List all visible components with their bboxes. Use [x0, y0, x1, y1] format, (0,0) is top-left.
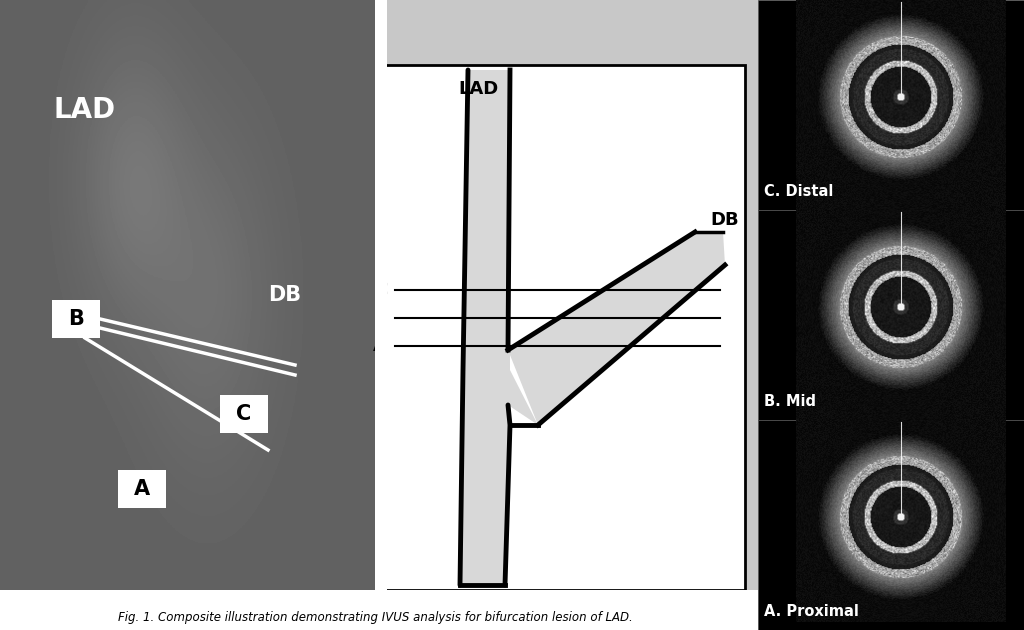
Polygon shape [508, 350, 538, 425]
Text: A: A [134, 479, 151, 499]
Text: LAD: LAD [459, 80, 499, 98]
Bar [758, 210, 1024, 420]
Text: Fig. 1. Composite illustration demonstrating IVUS analysis for bifurcation lesio: Fig. 1. Composite illustration demonstra… [118, 610, 633, 624]
Polygon shape [508, 232, 725, 425]
Bar [758, 0, 1024, 210]
Text: C: C [237, 404, 252, 424]
Text: A: A [373, 337, 387, 355]
Text: B: B [374, 309, 387, 327]
Text: C: C [374, 281, 387, 299]
Bar [385, 65, 745, 590]
Text: A. Proximal: A. Proximal [764, 605, 859, 619]
Polygon shape [460, 70, 510, 585]
Bar [220, 395, 268, 433]
Bar [0, 590, 758, 630]
Text: DB: DB [710, 211, 738, 229]
Bar [375, 0, 387, 630]
Text: C. Distal: C. Distal [764, 185, 834, 200]
Bar [52, 300, 100, 338]
Bar [118, 470, 166, 508]
Text: B: B [68, 309, 84, 329]
Bar [758, 420, 1024, 630]
Text: LAD: LAD [54, 96, 116, 124]
Text: B. Mid: B. Mid [764, 394, 816, 410]
Text: DB: DB [268, 285, 301, 305]
